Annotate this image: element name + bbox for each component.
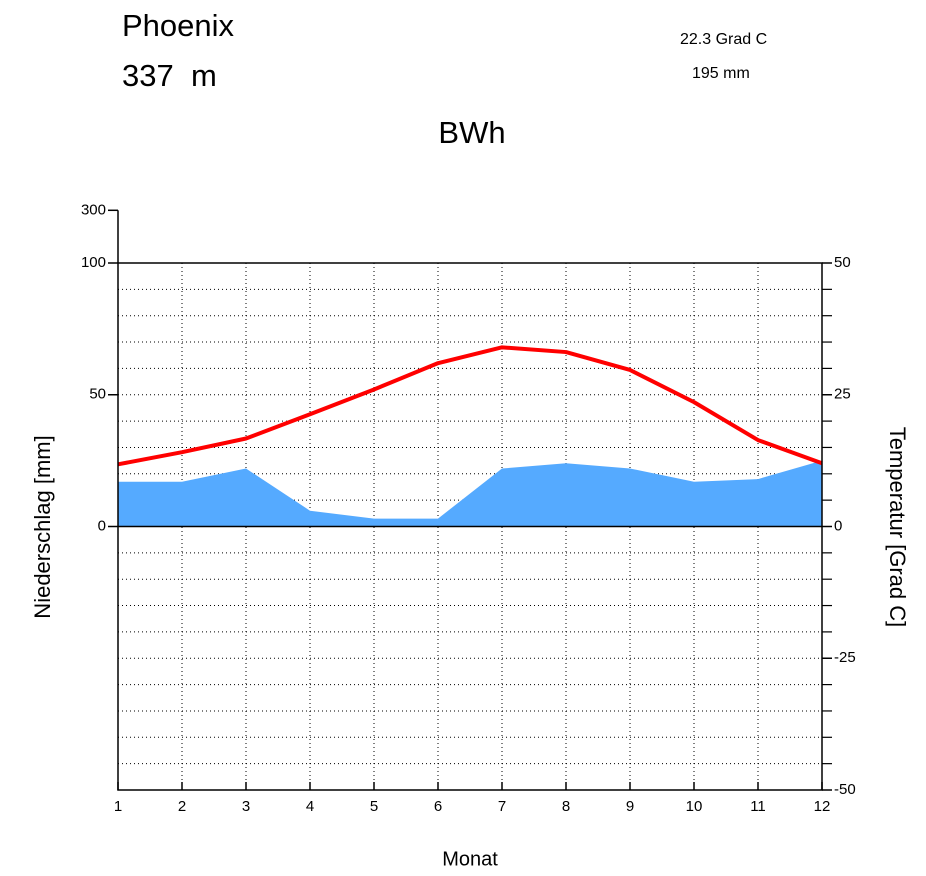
y2-tick-label: 25 (834, 386, 851, 403)
y2-axis-label: Temperatur [Grad C] (885, 427, 910, 628)
y2-tick-label: 50 (834, 254, 851, 271)
y2-tick-label: -50 (834, 781, 856, 798)
x-tick-label: 11 (750, 798, 766, 815)
y2-tick-label: -25 (834, 649, 856, 666)
y-axis-label: Niederschlag [mm] (30, 435, 55, 618)
station-name: Phoenix (122, 8, 235, 43)
x-tick-label: 10 (686, 798, 703, 815)
x-tick-label: 12 (814, 798, 831, 815)
y2-tick-label: 0 (834, 517, 842, 534)
y-tick-label: 50 (89, 386, 106, 403)
x-tick-label: 1 (114, 798, 122, 815)
mean-temperature: 22.3 Grad C (680, 31, 767, 48)
x-tick-label: 6 (434, 798, 442, 815)
temperature-line (117, 345, 823, 467)
x-axis-label: Monat (442, 848, 498, 870)
x-tick-label: 9 (626, 798, 634, 815)
x-tick-label: 2 (178, 798, 186, 815)
precipitation-area (118, 460, 822, 527)
climate-class: BWh (438, 115, 505, 150)
x-tick-label: 8 (562, 798, 570, 815)
y-tick-label: 0 (98, 517, 106, 534)
annual-precipitation: 195 mm (692, 65, 750, 82)
x-tick-label: 5 (370, 798, 378, 815)
y-tick-label: 100 (81, 254, 106, 271)
y-tick-label: 300 (81, 201, 106, 218)
x-tick-label: 4 (306, 798, 314, 815)
station-elevation: 337 m (122, 58, 217, 93)
x-tick-label: 7 (498, 798, 506, 815)
x-tick-label: 3 (242, 798, 250, 815)
